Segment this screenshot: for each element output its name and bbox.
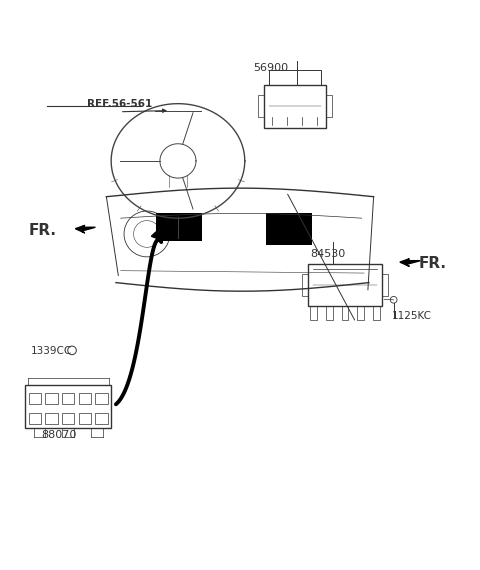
Bar <box>29 413 41 424</box>
Bar <box>308 263 382 307</box>
Bar <box>25 385 111 428</box>
Bar <box>96 413 108 424</box>
Bar <box>79 393 91 404</box>
Bar <box>45 393 58 404</box>
Bar <box>311 307 317 320</box>
Text: 84530: 84530 <box>311 249 346 259</box>
Bar <box>62 393 74 404</box>
Polygon shape <box>75 225 96 233</box>
Text: 56900: 56900 <box>253 63 288 73</box>
Text: 1339CC: 1339CC <box>31 346 72 356</box>
Bar <box>258 95 264 117</box>
Bar <box>326 95 332 117</box>
Bar <box>62 413 74 424</box>
Text: 88070: 88070 <box>41 430 76 440</box>
Bar <box>156 213 202 241</box>
Bar <box>79 413 91 424</box>
Bar <box>29 393 41 404</box>
Bar <box>302 274 308 296</box>
Bar <box>342 307 348 320</box>
Bar <box>45 413 58 424</box>
Bar <box>357 307 364 320</box>
Bar <box>96 393 108 404</box>
Bar <box>269 70 321 84</box>
Text: 1125KC: 1125KC <box>392 311 432 321</box>
Bar <box>382 274 388 296</box>
Text: FR.: FR. <box>28 223 56 238</box>
Polygon shape <box>400 259 420 266</box>
Text: REF.56-561: REF.56-561 <box>87 99 153 109</box>
Text: FR.: FR. <box>419 256 447 271</box>
Bar <box>264 84 326 128</box>
Bar <box>326 307 333 320</box>
Bar <box>373 307 380 320</box>
Bar <box>266 213 312 246</box>
